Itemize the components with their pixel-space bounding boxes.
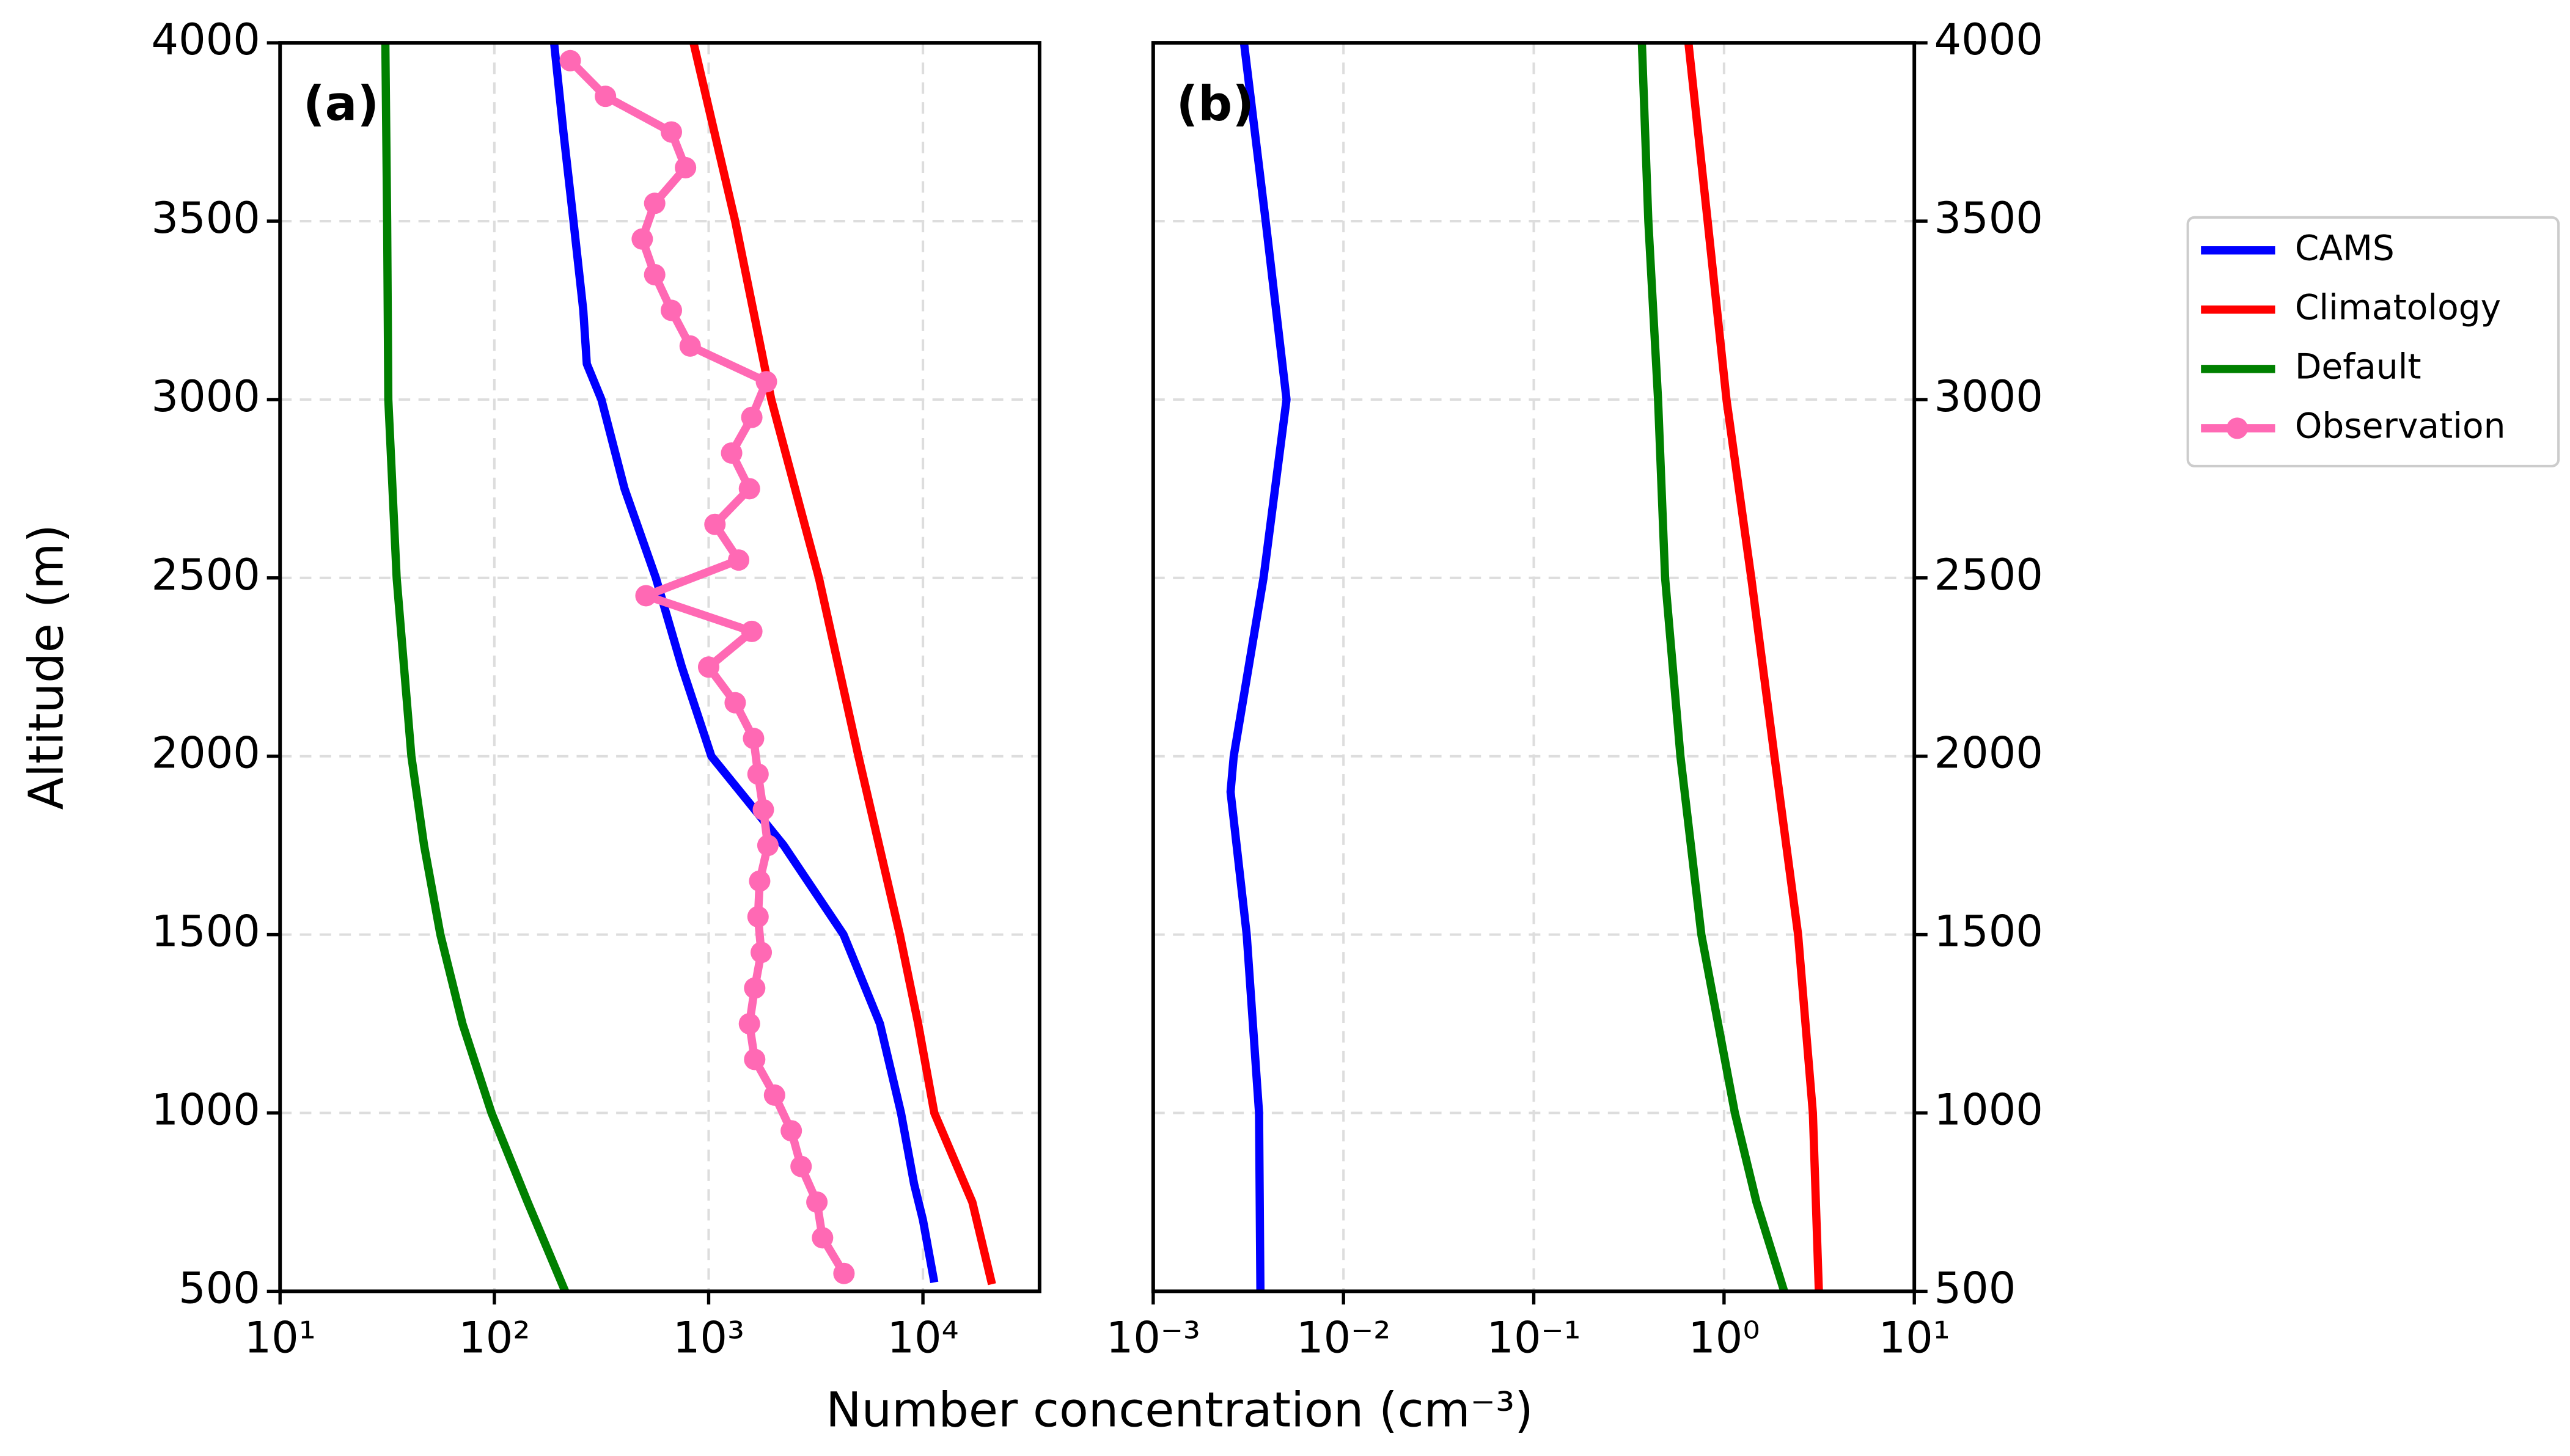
data-line <box>689 43 996 1286</box>
legend-label: Climatology <box>2295 287 2501 327</box>
legend-label: Observation <box>2295 406 2506 446</box>
data-point <box>790 1155 812 1177</box>
data-line <box>549 43 939 1284</box>
y-tick-label: 500 <box>1934 1263 2016 1313</box>
legend-label: Default <box>2295 346 2421 387</box>
data-point <box>728 549 750 571</box>
x-tick-label: 10² <box>458 1312 530 1363</box>
data-point <box>741 620 763 642</box>
x-tick-label: 10³ <box>673 1312 744 1363</box>
data-point <box>635 585 657 607</box>
x-tick-label: 10¹ <box>1879 1312 1950 1363</box>
data-point <box>833 1262 855 1284</box>
x-tick-label: 10⁴ <box>887 1312 958 1363</box>
data-point <box>644 192 666 214</box>
y-tick-label: 500 <box>178 1263 260 1313</box>
x-tick-label: 10⁻² <box>1296 1312 1390 1363</box>
y-tick-label: 2000 <box>152 728 260 778</box>
y-tick-label: 3500 <box>1934 193 2043 243</box>
x-tick-label: 10⁻¹ <box>1486 1312 1581 1363</box>
data-line <box>1684 43 1823 1292</box>
data-point <box>679 335 701 357</box>
data-point <box>751 942 773 964</box>
data-line <box>1226 43 1291 1292</box>
legend-box <box>2186 216 2560 467</box>
data-point <box>660 121 683 143</box>
y-tick-label: 3000 <box>152 371 260 422</box>
data-point <box>752 799 774 821</box>
y-tick-label: 2500 <box>1934 550 2043 600</box>
data-point <box>738 1013 760 1035</box>
data-point <box>559 49 581 71</box>
data-point <box>660 299 683 321</box>
x-axis-label: Number concentration (cm⁻³) <box>826 1382 1533 1438</box>
y-tick-label: 2000 <box>1934 728 2043 778</box>
data-point <box>806 1191 828 1213</box>
x-tick-label: 10⁻³ <box>1106 1312 1200 1363</box>
data-point <box>738 478 760 500</box>
y-tick-label: 2500 <box>152 550 260 600</box>
y-axis-label: Altitude (m) <box>18 524 74 810</box>
data-line <box>1637 43 1788 1292</box>
plot-frame <box>1151 41 1917 1293</box>
data-point <box>704 513 726 535</box>
data-point <box>631 228 653 250</box>
data-point <box>697 656 720 678</box>
data-point <box>675 156 697 178</box>
y-tick-label: 4000 <box>152 15 260 65</box>
data-point <box>743 727 765 750</box>
y-tick-label: 1000 <box>152 1085 260 1135</box>
data-point <box>724 692 746 714</box>
y-tick-label: 4000 <box>1934 15 2043 65</box>
data-point <box>755 371 777 393</box>
data-point <box>763 1084 785 1106</box>
legend-marker <box>2226 417 2249 439</box>
x-tick-label: 10¹ <box>244 1312 316 1363</box>
data-point <box>744 977 766 999</box>
y-tick-label: 1000 <box>1934 1085 2043 1135</box>
panel-label: (b) <box>1177 76 1254 132</box>
y-tick-label: 3500 <box>152 193 260 243</box>
y-tick-label: 1500 <box>152 907 260 957</box>
panel-label: (a) <box>303 76 379 132</box>
data-point <box>595 86 617 108</box>
x-tick-label: 10⁰ <box>1688 1312 1760 1363</box>
data-point <box>721 442 743 464</box>
data-point <box>644 264 666 286</box>
data-point <box>749 870 771 892</box>
data-point <box>744 1048 766 1070</box>
data-point <box>747 763 769 785</box>
plot-frame <box>278 41 1041 1293</box>
data-point <box>747 905 769 927</box>
y-tick-label: 3000 <box>1934 371 2043 422</box>
data-line <box>381 43 569 1292</box>
data-point <box>757 835 779 857</box>
data-point <box>741 406 763 428</box>
data-point <box>812 1227 834 1249</box>
legend-label: CAMS <box>2295 228 2395 268</box>
y-tick-label: 1500 <box>1934 907 2043 957</box>
data-point <box>780 1120 802 1142</box>
